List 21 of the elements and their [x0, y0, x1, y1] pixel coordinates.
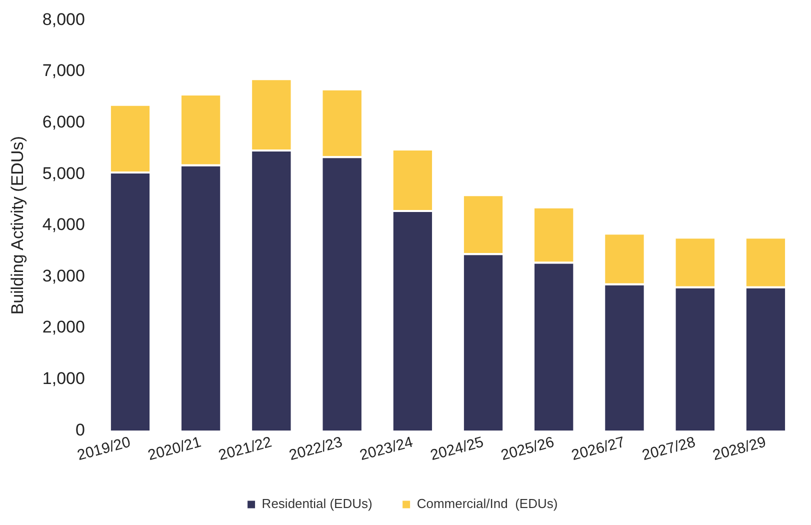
- y-tick-label: 7,000: [42, 61, 85, 80]
- x-tick-label: 2022/23: [287, 434, 344, 464]
- y-tick-label: 5,000: [42, 164, 85, 183]
- y-tick-label: 3,000: [42, 266, 85, 286]
- y-axis-title: Building Activity (EDUs): [8, 136, 27, 315]
- y-tick-label: 6,000: [42, 112, 85, 132]
- y-tick-label: 1,000: [42, 368, 85, 388]
- legend-label: Commercial/Ind (EDUs): [416, 496, 558, 512]
- x-tick-label: 2021/22: [216, 434, 274, 464]
- x-tick-label: 2024/25: [428, 434, 486, 464]
- x-tick-label: 2026/27: [570, 434, 627, 464]
- x-tick-label: 2023/24: [358, 434, 415, 464]
- x-tick-label: 2020/21: [146, 434, 203, 464]
- x-tick-label: 2028/29: [711, 434, 768, 464]
- x-tick-label: 2027/28: [640, 434, 698, 464]
- y-tick-label: 0: [75, 420, 85, 440]
- y-tick-label: 2,000: [42, 318, 85, 337]
- y-tick-label: 8,000: [42, 10, 85, 29]
- y-tick-label: 4,000: [42, 215, 85, 234]
- x-tick-label: 2025/26: [499, 434, 556, 464]
- legend-label: Residential (EDUs): [262, 496, 372, 512]
